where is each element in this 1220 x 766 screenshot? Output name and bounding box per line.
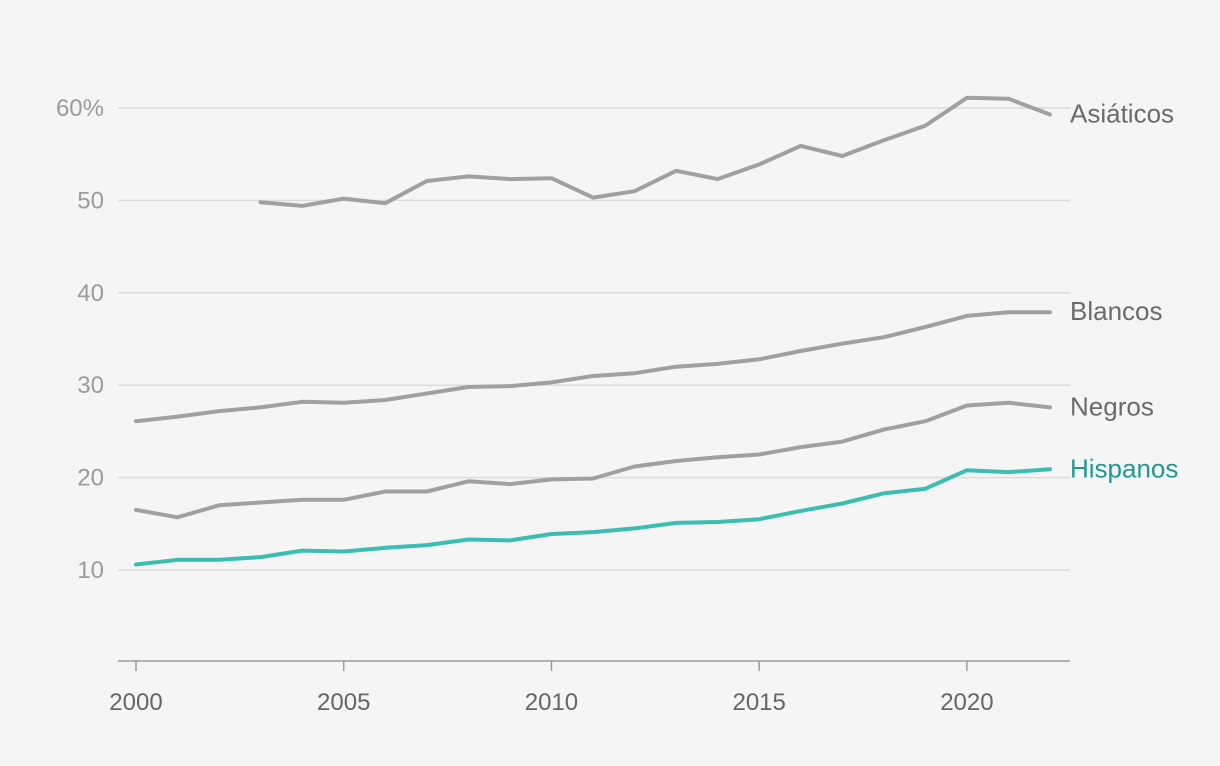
y-tick-label-60: 60% — [56, 95, 104, 122]
x-axis: 2000 2005 2010 2015 2020 — [109, 660, 1070, 716]
series-lines — [134, 95, 1052, 567]
gridlines — [118, 107, 1070, 571]
y-axis-tick-labels: 10 20 30 40 50 60% — [56, 95, 104, 584]
y-tick-label-30: 30 — [77, 372, 104, 399]
y-tick-label-10: 10 — [77, 557, 104, 584]
series-line-negros — [134, 400, 1052, 520]
y-tick-label-20: 20 — [77, 465, 104, 492]
series-label-blancos: Blancos — [1070, 296, 1163, 326]
x-tick-label-2010: 2010 — [525, 689, 578, 716]
series-line-asiaticos — [258, 95, 1052, 208]
series-labels: Asiáticos Blancos Negros Hispanos — [1070, 98, 1178, 483]
y-tick-label-50: 50 — [77, 187, 104, 214]
series-label-asiaticos: Asiáticos — [1070, 98, 1174, 128]
x-tick-label-2000: 2000 — [109, 689, 162, 716]
y-tick-label-40: 40 — [77, 280, 104, 307]
series-line-hispanos — [134, 467, 1052, 567]
x-tick-label-2020: 2020 — [940, 689, 993, 716]
series-line-blancos — [134, 310, 1052, 424]
series-label-hispanos: Hispanos — [1070, 453, 1178, 483]
x-tick-label-2005: 2005 — [317, 689, 370, 716]
x-tick-label-2015: 2015 — [732, 689, 785, 716]
series-label-negros: Negros — [1070, 391, 1154, 421]
